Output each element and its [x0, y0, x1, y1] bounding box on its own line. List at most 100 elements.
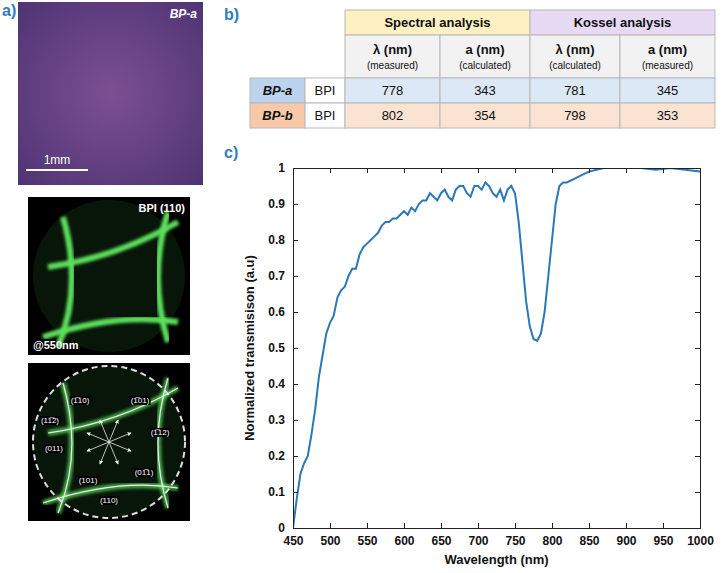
tick: 0	[278, 521, 298, 535]
tick-mark	[404, 523, 405, 528]
column-header-cell	[530, 35, 620, 78]
tick-label: 900	[616, 534, 636, 548]
scale-bar	[26, 169, 88, 171]
tick-mark	[367, 168, 368, 173]
tick-label: 500	[320, 534, 340, 548]
y-axis-title: Normalized transmisison (a.u)	[242, 255, 257, 441]
tick-label: 0.1	[268, 485, 285, 499]
tick: 0.2	[268, 449, 298, 463]
miller-index: (011)	[45, 444, 63, 453]
value-cell	[440, 103, 530, 128]
x-axis-top-line	[294, 169, 701, 174]
tick-mark	[589, 523, 590, 528]
label-patch	[99, 496, 119, 505]
table-value: 354	[474, 108, 496, 123]
tick-label: 0.7	[268, 269, 285, 283]
sample-name: BP-a	[263, 83, 293, 98]
tick-label: 450	[283, 534, 303, 548]
tick-label: 0.5	[268, 341, 285, 355]
direction-arrow	[109, 433, 131, 442]
tick: 0.8	[268, 233, 298, 247]
tick	[330, 168, 331, 173]
tick-mark	[663, 168, 664, 173]
group-header-cell	[345, 10, 530, 35]
panel-label: c)	[224, 144, 238, 161]
tick	[552, 168, 553, 173]
miller-index: (1̅10)	[71, 396, 90, 405]
miller-index: (1̅01)	[131, 396, 150, 405]
miller-index: (1̅12)	[151, 428, 170, 437]
phase-name: BPI	[315, 83, 336, 98]
direction-arrow	[109, 442, 118, 464]
tick-mark	[441, 168, 442, 173]
column-header: λ (nm)	[373, 42, 412, 57]
phase-name: BPI	[315, 108, 336, 123]
tick-mark	[626, 523, 627, 528]
tick-mark	[695, 348, 700, 349]
tick	[695, 168, 700, 169]
x-axis-top	[294, 168, 701, 173]
tick-label: 1	[278, 161, 285, 175]
phase-cell	[305, 78, 345, 103]
value-cell	[345, 78, 440, 103]
tick: 650	[431, 523, 451, 548]
tick-mark	[293, 420, 298, 421]
table-value: 345	[657, 83, 679, 98]
table-value: 343	[474, 83, 496, 98]
tick-mark	[330, 168, 331, 173]
kossel-fit	[158, 378, 168, 508]
tick: 900	[616, 523, 636, 548]
tick-label: 0.9	[268, 197, 285, 211]
tick	[695, 492, 700, 493]
micrograph-background	[18, 2, 203, 185]
label-patch	[40, 416, 60, 425]
tick	[695, 384, 700, 385]
tick: 950	[653, 523, 673, 548]
tick-label: 850	[579, 534, 599, 548]
miller-index: (11̅2)	[41, 416, 59, 425]
tick	[404, 168, 405, 173]
tick: 0.7	[268, 269, 298, 283]
tick-mark	[293, 168, 298, 169]
sample-cell	[250, 103, 305, 128]
miller-index: (110)	[100, 496, 118, 505]
tick-mark	[695, 528, 700, 529]
tick-mark	[293, 240, 298, 241]
sample-cell	[250, 78, 305, 103]
value-cell	[620, 78, 715, 103]
tick-mark	[515, 168, 516, 173]
tick: 1	[278, 161, 298, 175]
group-header: Kossel analysis	[574, 15, 672, 30]
kossel-boundary	[33, 366, 185, 518]
tick	[695, 420, 700, 421]
tick: 850	[579, 523, 599, 548]
tick-label: 0	[278, 521, 285, 535]
value-cell	[440, 78, 530, 103]
table-value: 798	[564, 108, 586, 123]
tick-mark	[695, 384, 700, 385]
y-axis-right	[695, 169, 701, 529]
tick-mark	[695, 420, 700, 421]
figure: a)b)c)BP-a1mmBPI (110)@550nm(1̅10)(1̅01)…	[0, 0, 725, 573]
value-cell	[345, 103, 440, 128]
value-cell	[620, 103, 715, 128]
tick-mark	[695, 312, 700, 313]
column-header-cell	[620, 35, 715, 78]
tick	[695, 240, 700, 241]
sample-name: BP-b	[262, 108, 292, 123]
tick-label: 0.4	[268, 377, 285, 391]
tick: 0.9	[268, 197, 298, 211]
tick-mark	[293, 456, 298, 457]
plot-background	[293, 168, 700, 528]
tick-label: 0.6	[268, 305, 285, 319]
tick: 500	[320, 523, 340, 548]
y-axis-right-line	[695, 169, 701, 529]
tick-mark	[695, 276, 700, 277]
tick	[663, 168, 664, 173]
tick-mark	[552, 523, 553, 528]
tick: 0.4	[268, 377, 298, 391]
column-subheader: (calculated)	[549, 60, 601, 71]
tick-label: 750	[505, 534, 525, 548]
direction-arrow	[87, 442, 109, 451]
tick	[695, 456, 700, 457]
